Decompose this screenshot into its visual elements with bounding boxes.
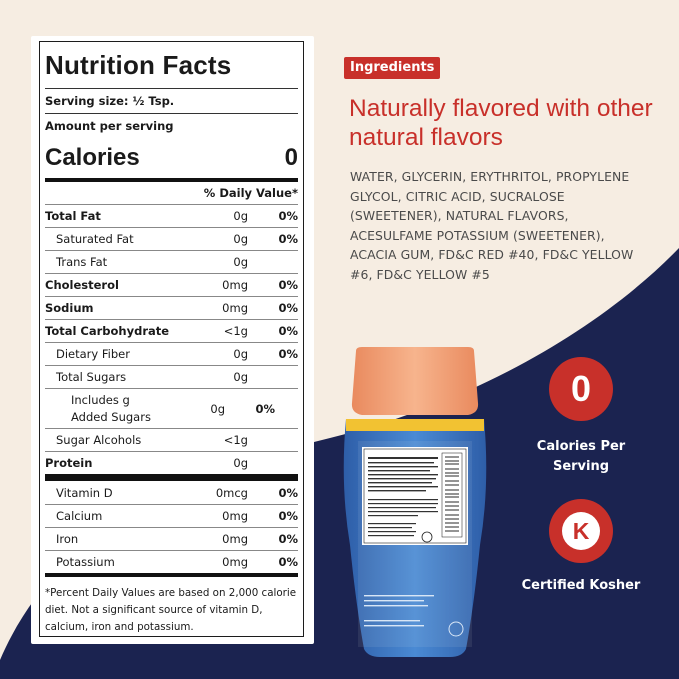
nutrient-label: Total Carbohydrate	[45, 324, 170, 338]
nutrient-row-dietary-fiber: Dietary Fiber 0g 0%	[45, 342, 298, 365]
nutrient-daily-value: 0%	[255, 401, 275, 416]
daily-value-header: % Daily Value*	[203, 186, 298, 200]
nutrient-daily-value: 0%	[278, 232, 298, 246]
nutrient-amount: 0g	[233, 232, 248, 246]
nutrient-amount: 0g	[233, 255, 248, 269]
nutrient-amount: 0g	[210, 401, 225, 416]
zero-calories-badge: 0	[549, 357, 613, 421]
nutrient-row-vitamin-d: Vitamin D 0mcg 0%	[45, 481, 298, 504]
nutrient-row-calcium: Calcium 0mg 0%	[45, 504, 298, 527]
nutrient-row-protein: Protein 0g	[45, 451, 298, 474]
nutrient-label: Cholesterol	[45, 278, 119, 292]
kosher-symbol: K	[573, 518, 590, 544]
nutrient-row-saturated-fat: Saturated Fat 0g 0%	[45, 227, 298, 250]
nutrient-amount: 0g	[233, 347, 248, 361]
ingredients-list: WATER, GLYCERIN, ERYTHRITOL, PROPYLENE G…	[350, 169, 634, 282]
nutrient-label: Total Fat	[45, 209, 101, 223]
nutrient-daily-value: 0%	[278, 278, 298, 292]
amount-per-serving: Amount per serving	[45, 119, 174, 133]
nutrient-row-total-carbohydrate: Total Carbohydrate <1g 0%	[45, 319, 298, 342]
nutrient-label: Sugar Alcohols	[56, 433, 142, 447]
product-bottle-image	[343, 347, 487, 657]
nutrient-row-total-sugars: Total Sugars 0g	[45, 365, 298, 388]
nutrient-amount: 0mg	[222, 509, 248, 523]
nutrient-amount: 0g	[233, 209, 248, 223]
nutrition-facts-title: Nutrition Facts	[45, 50, 232, 80]
nutrient-daily-value: 0%	[278, 485, 298, 500]
nutrient-label: Dietary Fiber	[56, 347, 130, 361]
nutrient-row-added-sugars: Includes g Added Sugars 0g 0%	[45, 388, 298, 428]
nutrient-amount: 0mg	[222, 555, 248, 569]
nutrient-row-trans-fat: Trans Fat 0g	[45, 250, 298, 273]
nutrient-amount: 0mcg	[215, 485, 248, 500]
nutrient-row-potassium: Potassium 0mg 0%	[45, 550, 298, 573]
nutrient-label: Total Sugars	[56, 370, 127, 384]
zero-calories-label: Calories Per Serving	[536, 439, 626, 474]
nutrient-label: Saturated Fat	[56, 232, 134, 246]
nutrient-daily-value: 0%	[278, 209, 298, 223]
nutrient-label: Iron	[56, 532, 79, 546]
nutrient-amount: 0g	[233, 370, 248, 384]
ingredients-badge: Ingredients	[344, 57, 441, 79]
nutrient-label: Trans Fat	[56, 255, 108, 269]
calories-row: Calories 0	[45, 138, 298, 178]
kosher-badge: K	[549, 499, 613, 563]
nutrient-daily-value: 0%	[278, 555, 298, 569]
calories-label: Calories	[45, 144, 140, 171]
kosher-label: Certified Kosher	[521, 578, 641, 593]
kosher-icon: K	[562, 512, 600, 550]
nutrient-label: Vitamin D	[56, 485, 113, 500]
nutrient-daily-value: 0%	[278, 347, 298, 361]
nutrient-daily-value: 0%	[278, 301, 298, 315]
nutrient-amount: 0g	[233, 456, 248, 470]
calories-value: 0	[284, 144, 298, 171]
nutrient-row-total-fat: Total Fat 0g 0%	[45, 204, 298, 227]
nutrient-daily-value: 0%	[278, 324, 298, 338]
serving-size: Serving size: ½ Tsp.	[45, 94, 175, 108]
daily-value-footnote: *Percent Daily Values are based on 2,000…	[45, 587, 297, 633]
nutrient-label: Calcium	[56, 509, 103, 523]
nutrient-label: Protein	[45, 456, 93, 470]
nutrient-amount: <1g	[223, 324, 248, 338]
nutrient-label: Potassium	[56, 555, 115, 569]
nutrient-label: Sodium	[45, 301, 94, 315]
nutrition-facts-label: Nutrition Facts Serving size: ½ Tsp. Amo…	[39, 41, 304, 637]
nutrient-row-iron: Iron 0mg 0%	[45, 527, 298, 550]
nutrient-amount: 0mg	[222, 532, 248, 546]
nutrient-daily-value: 0%	[278, 532, 298, 546]
nutrient-row-cholesterol: Cholesterol 0mg 0%	[45, 273, 298, 296]
nutrient-row-sodium: Sodium 0mg 0%	[45, 296, 298, 319]
nutrient-row-sugar-alcohols: Sugar Alcohols <1g	[45, 428, 298, 451]
nutrient-label: Includes g Added Sugars	[71, 392, 151, 424]
nutrition-panel-background	[31, 36, 314, 644]
nutrient-daily-value: 0%	[278, 509, 298, 523]
nutrient-amount: 0mg	[222, 301, 248, 315]
ingredients-headline: Naturally flavored with other natural fl…	[349, 95, 653, 151]
nutrient-amount: <1g	[223, 433, 248, 447]
nutrient-amount: 0mg	[222, 278, 248, 292]
